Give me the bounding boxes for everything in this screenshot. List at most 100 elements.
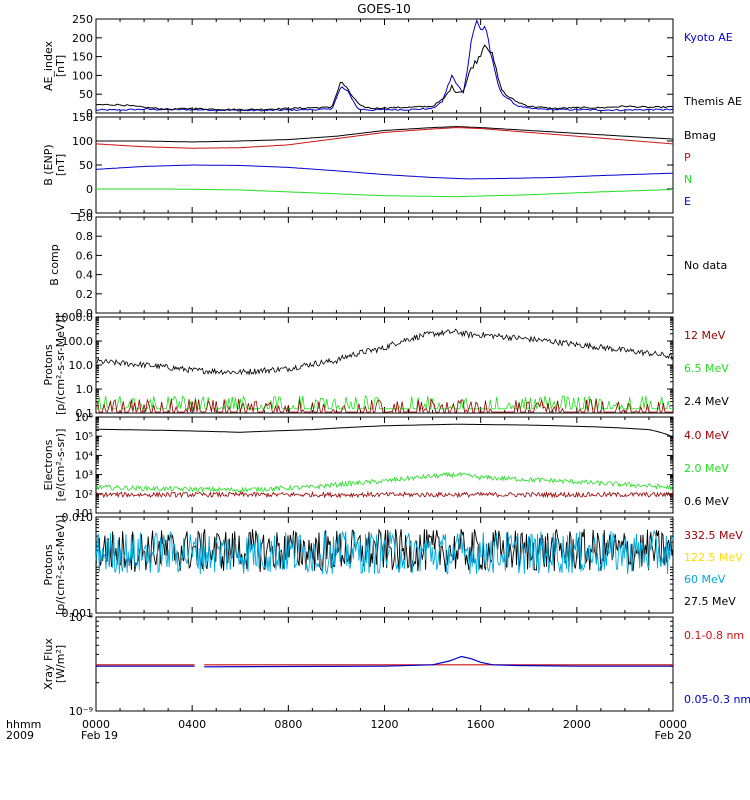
y-axis-label: [nT] [54, 55, 67, 77]
panel-protons: 0.1 1.0 10.0 100.0 1000.0 Protons [p/(cm²-s-sr… [42, 311, 729, 420]
legend-entry: P [684, 151, 691, 164]
time-tick-label: 1200 [371, 718, 399, 731]
legend-entry: 2.4 MeV [684, 395, 729, 408]
y-axis-label: B comp [48, 244, 61, 286]
legend-entry: 0.1-0.8 nm [684, 629, 744, 642]
series-0-05-0-3-nm-line [204, 655, 673, 668]
series-27-5-mev-line [95, 528, 674, 573]
y-tick-label: 10⁻⁹ [69, 705, 93, 718]
legend-entry: 27.5 MeV [684, 595, 736, 608]
y-axis-label: [e/(cm²-s-sr)] [54, 429, 67, 502]
legend-entry: 122.5 MeV [684, 551, 743, 564]
y-tick-label: 1000.0 [55, 311, 94, 324]
y-tick-label: 50 [79, 88, 93, 101]
series-e-line [95, 164, 673, 180]
y-axis-label: Protons [42, 344, 55, 385]
y-tick-label: 100 [72, 69, 93, 82]
legend-entry: 0.6 MeV [684, 495, 729, 508]
series-bmag-line [96, 126, 674, 143]
y-axis-label: [p/(cm²-s-sr-MeV)] [54, 315, 67, 415]
series-4-0-mev-line [95, 490, 674, 499]
panel-frame [95, 216, 674, 314]
y-tick-label: 10² [75, 488, 93, 501]
panel-frame [95, 616, 674, 712]
panel-electrons: 10¹ 10² 10³ 10⁴ 10⁵ 10⁶ Electrons [e/(cm²-s-sr)… [42, 411, 729, 520]
legend-entry: E [684, 195, 691, 208]
legend-entry: 4.0 MeV [684, 429, 729, 442]
series-12-mev-line [95, 397, 673, 414]
y-tick-label: 0.2 [76, 288, 94, 301]
y-tick-label: 0.8 [76, 230, 94, 243]
panel-frame [95, 416, 674, 514]
series-p-line [95, 127, 674, 149]
y-tick-label: 0 [86, 107, 93, 120]
y-tick-label: 10.0 [69, 359, 94, 372]
y-tick-label: 0.4 [76, 269, 94, 282]
legend-entry: Themis AE [683, 95, 742, 108]
time-axis: hhmm 2009 Feb 19 Feb 20 0000 0400 0800 1200… [6, 718, 691, 742]
legend-entry: Kyoto AE [684, 31, 733, 44]
legend-entry: N [684, 173, 692, 186]
y-tick-label: 200 [72, 32, 93, 45]
panel-frame [95, 18, 674, 114]
series-n-line [96, 188, 673, 198]
y-axis-label: [nT] [54, 154, 67, 176]
time-tick-label: 0400 [178, 718, 206, 731]
y-tick-label: 250 [72, 13, 93, 26]
legend-entry: 332.5 MeV [684, 529, 743, 542]
panel-bcomp: 0.0 0.2 0.4 0.6 0.8 1.0 B comp No data [48, 211, 727, 320]
y-tick-label: 0.0 [76, 307, 94, 320]
series-60-mev-line [95, 529, 674, 575]
date-label-end: Feb 20 [655, 729, 692, 742]
y-axis-label: B (ENP) [42, 144, 55, 185]
y-tick-label: 10⁻⁸ [69, 611, 94, 624]
series-2-0-mev-line [95, 471, 674, 494]
series-themis-ae-line [95, 44, 674, 111]
panel-hiprotons: 0.001 0.010 Protons [p/(cm²-s-sr-MeV)] 332.5… [42, 511, 743, 620]
y-tick-label: 100.0 [62, 335, 94, 348]
series-6-5-mev-line [96, 394, 673, 411]
y-axis-label: [W/m²] [54, 645, 67, 683]
time-tick-label: 0000 [659, 718, 687, 731]
y-tick-label: 0 [86, 183, 93, 196]
y-tick-label: 0.010 [62, 511, 94, 524]
year-label: 2009 [6, 729, 34, 742]
series-0-6-mev-line [96, 423, 674, 438]
figure-title: GOES-10 [357, 2, 411, 16]
y-tick-label: −50 [70, 207, 93, 220]
legend-entry: Bmag [684, 129, 716, 142]
y-tick-label: 10⁶ [75, 411, 94, 424]
y-tick-label: 10¹ [75, 507, 93, 520]
legend-entry: No data [684, 259, 727, 272]
series-2-4-mev-line [95, 328, 674, 376]
panel-b: −50 0 50 100 150 B (ENP) [nT] Bmag PNE [42, 111, 716, 220]
y-tick-label: 10⁴ [75, 449, 94, 462]
y-tick-label: 0.1 [76, 407, 94, 420]
legend-entry: 0.05-0.3 nm [684, 693, 750, 706]
series-kyoto-ae-line [95, 19, 674, 112]
y-tick-label: 100 [72, 135, 93, 148]
legend-entry: 2.0 MeV [684, 462, 729, 475]
y-tick-label: 0.001 [62, 607, 94, 620]
y-tick-label: 50 [79, 159, 93, 172]
y-tick-label: 0.6 [76, 249, 94, 262]
legend-entry: 60 MeV [684, 573, 726, 586]
y-axis-label: AE_index [42, 40, 55, 91]
y-axis-label: Xray Flux [42, 638, 55, 690]
y-axis-label: Electrons [42, 439, 55, 490]
panel-ae: 0 50 100 150 200 250 AE_index [nT] Kyoto AE Themi… [42, 13, 742, 120]
y-axis-label: [p/(cm²-s-sr-MeV)] [54, 515, 67, 615]
legend-entry: 12 MeV [684, 329, 726, 342]
panel-xray: 10⁻⁹ 10⁻⁸ Xray Flux [W/m²] 0.1-0.8 nm 0.05-0.… [42, 611, 750, 718]
time-tick-label: 2000 [563, 718, 591, 731]
time-row-label: hhmm [6, 718, 41, 731]
panel-frame [95, 516, 674, 614]
time-tick-label: 1600 [467, 718, 495, 731]
y-tick-label: 1.0 [76, 383, 94, 396]
date-label-start: Feb 19 [81, 729, 118, 742]
y-tick-label: 10⁵ [75, 430, 93, 443]
y-tick-label: 1.0 [76, 211, 94, 224]
y-axis-label: Protons [42, 544, 55, 585]
